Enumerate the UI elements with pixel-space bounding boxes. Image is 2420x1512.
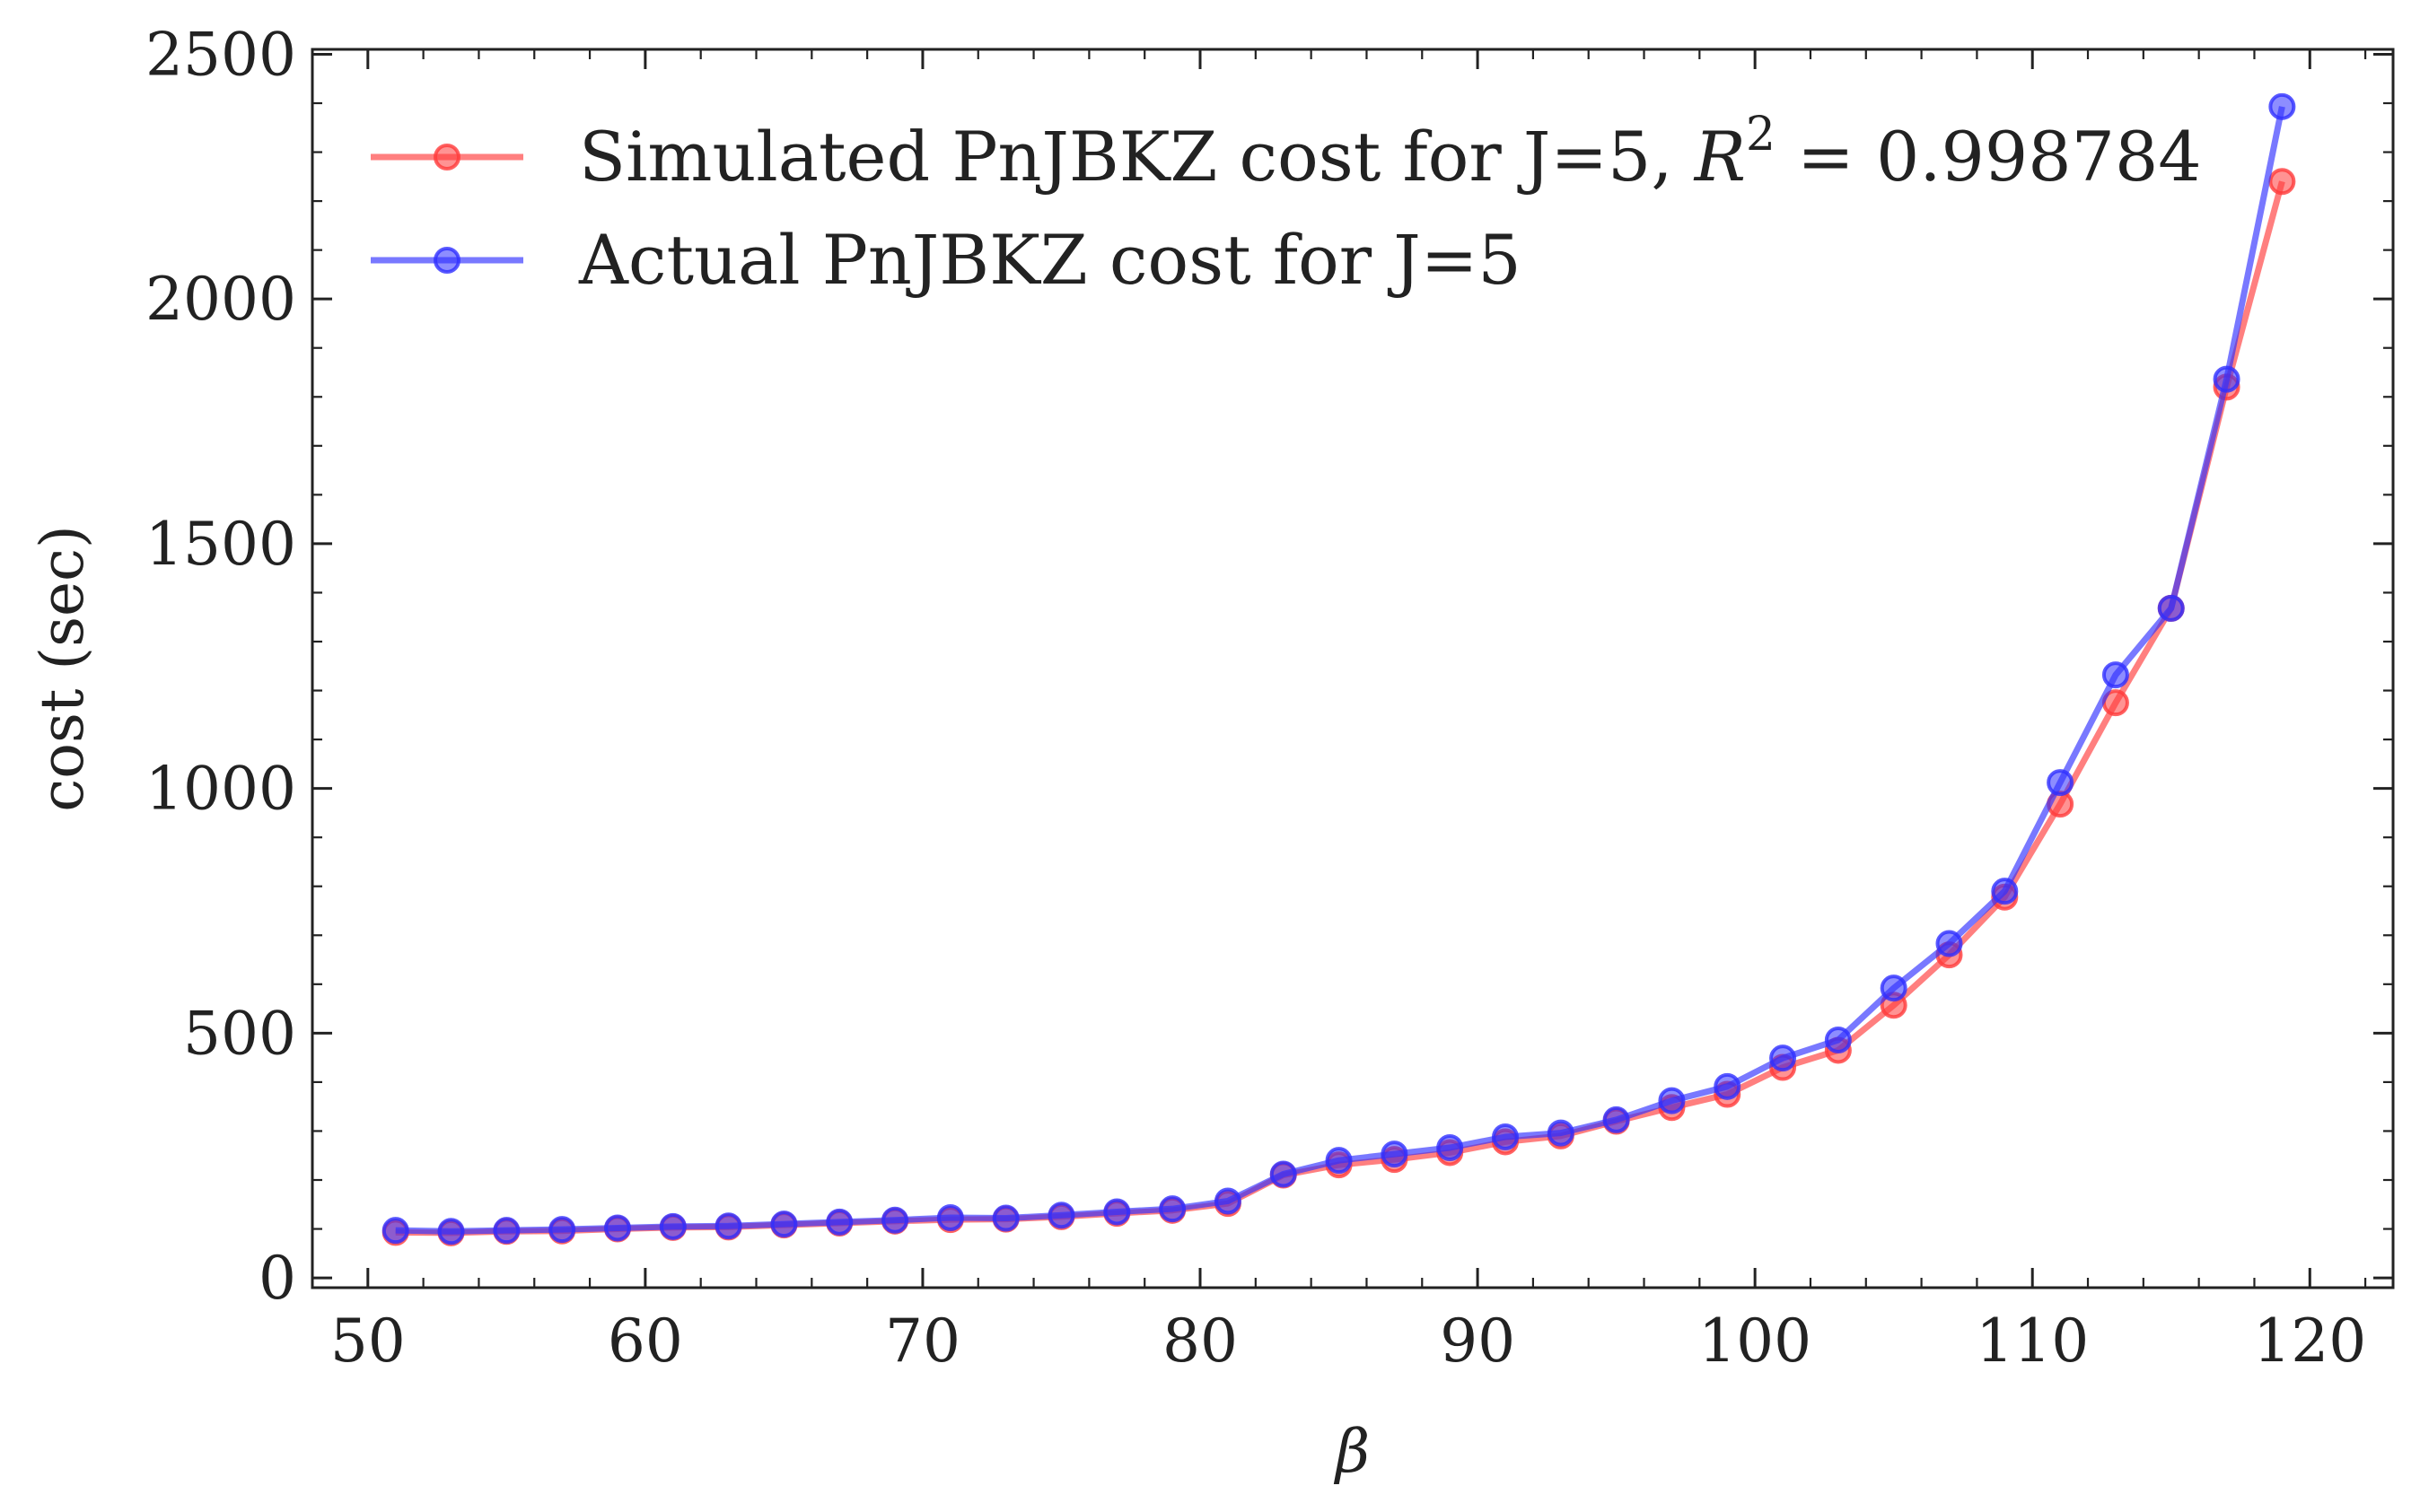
data-point — [992, 1204, 1020, 1232]
data-point — [881, 1206, 909, 1234]
legend-label-0: Simulated PnJBKZ cost for J=5, R2 = 0.99… — [579, 108, 2202, 197]
data-point — [381, 1217, 409, 1245]
x-tick-label: 80 — [1162, 1307, 1238, 1376]
y-axis-label: cost (sec) — [28, 525, 97, 811]
legend-r-symbol: R — [1693, 117, 1746, 197]
x-tick-label: 100 — [1698, 1307, 1811, 1376]
x-axis-label: β — [1333, 1417, 1370, 1486]
data-point — [2157, 594, 2185, 622]
legend-superscript: 2 — [1746, 108, 1776, 162]
data-point — [1714, 1072, 1741, 1100]
data-point — [1824, 1027, 1852, 1053]
data-point — [493, 1217, 521, 1245]
data-point — [770, 1210, 798, 1238]
y-tick-label: 1500 — [145, 510, 296, 579]
data-point — [1491, 1123, 1519, 1150]
data-point — [2213, 365, 2240, 393]
data-point — [2047, 769, 2074, 797]
y-tick-label: 0 — [259, 1244, 296, 1313]
data-point — [1991, 878, 2019, 905]
data-point — [548, 1216, 576, 1244]
data-point — [826, 1208, 854, 1236]
plot-frame — [311, 48, 2395, 1289]
x-tick-label: 120 — [2253, 1307, 2366, 1376]
data-point — [2268, 92, 2296, 120]
data-point — [1880, 974, 1907, 1002]
legend-marker-1 — [434, 247, 460, 274]
data-point — [2268, 168, 2296, 196]
y-tick-label: 1000 — [145, 755, 296, 824]
data-point — [715, 1212, 742, 1240]
x-tick-label: 50 — [330, 1307, 406, 1376]
data-point — [1269, 1160, 1297, 1188]
data-point — [1602, 1106, 1630, 1133]
y-tick-label: 2500 — [145, 20, 296, 89]
legend-text: Simulated PnJBKZ cost for J=5, — [579, 117, 1695, 197]
x-tick-label: 70 — [885, 1307, 960, 1376]
data-point — [1214, 1187, 1241, 1215]
legend-text: Actual PnJBKZ cost for J=5 — [578, 220, 1521, 300]
legend-r-value: = 0.998784 — [1776, 117, 2202, 197]
x-tick-label: 110 — [1976, 1307, 2089, 1376]
x-tick-label: 90 — [1440, 1307, 1515, 1376]
data-point — [1436, 1134, 1464, 1161]
x-tick-label: 60 — [608, 1307, 683, 1376]
data-point — [1159, 1195, 1187, 1223]
series-line-0 — [395, 180, 2285, 1237]
data-point — [1769, 1044, 1797, 1072]
data-point — [1547, 1119, 1574, 1147]
data-point — [2101, 661, 2129, 689]
data-point — [437, 1218, 465, 1245]
data-point — [1048, 1202, 1075, 1229]
y-tick-label: 500 — [183, 999, 296, 1068]
data-point — [659, 1212, 687, 1240]
legend-marker-0 — [434, 144, 460, 170]
data-point — [1658, 1087, 1686, 1114]
data-point — [1103, 1198, 1131, 1226]
legend-label-1: Actual PnJBKZ cost for J=5 — [578, 220, 1521, 300]
data-point — [1381, 1141, 1408, 1168]
data-point — [1935, 930, 1963, 957]
y-tick-label: 2000 — [145, 265, 296, 334]
data-point — [1325, 1147, 1353, 1175]
data-point — [603, 1214, 631, 1242]
data-point — [936, 1204, 964, 1231]
